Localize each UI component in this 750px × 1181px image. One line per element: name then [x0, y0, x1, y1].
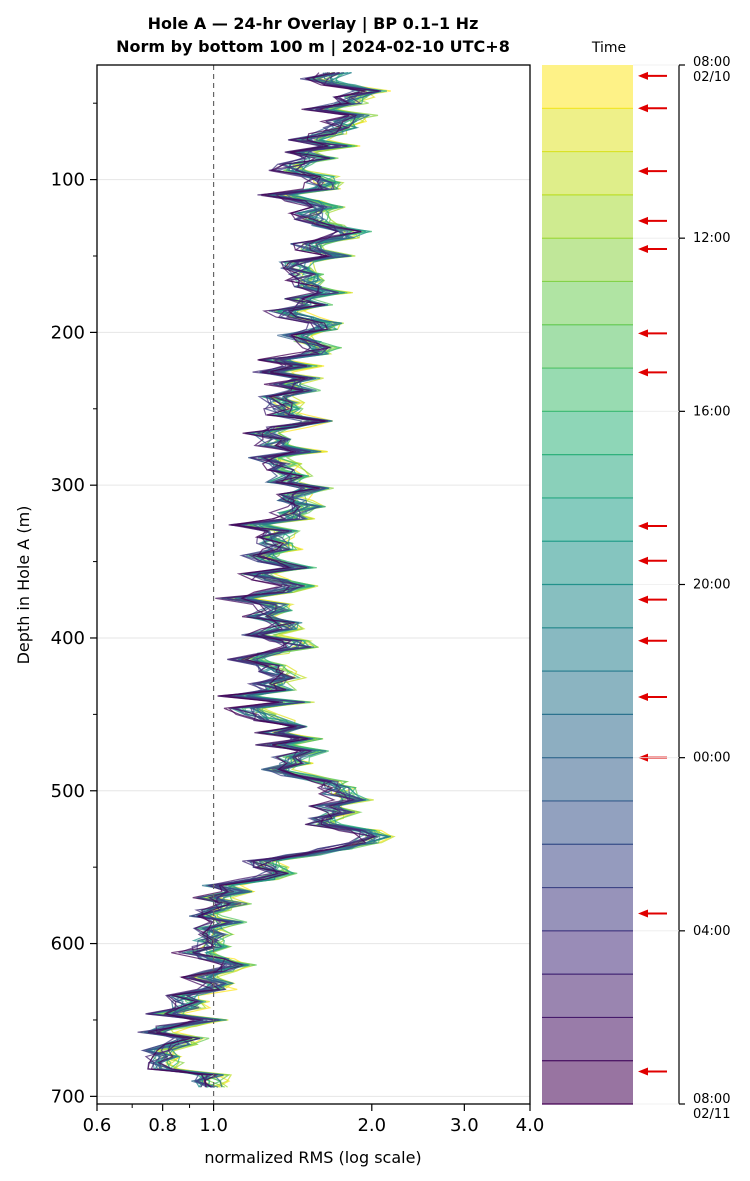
- time-tick-date: 02/10: [693, 70, 730, 85]
- colorbar-segment: [542, 844, 633, 889]
- x-axis-label: normalized RMS (log scale): [204, 1148, 421, 1167]
- x-tick-label: 3.0: [450, 1115, 479, 1136]
- colorbar-segment: [542, 930, 633, 975]
- time-axis: 08:0002/1012:0016:0020:0000:0004:0008:00…: [633, 55, 730, 1122]
- colorbar-segment: [542, 65, 633, 109]
- colorbar-segment: [542, 1017, 633, 1062]
- x-axis: 0.6 0.8 1.0 2.0 3.0 4.0: [83, 1104, 545, 1136]
- series-line: [144, 72, 378, 1088]
- time-tick-label: 16:00: [693, 404, 730, 419]
- series-line: [147, 72, 367, 1088]
- colorbar-segment: [542, 757, 633, 802]
- time-tick-label: 08:00: [693, 1092, 730, 1107]
- event-arrow-head: [638, 167, 648, 176]
- colorbar-segment: [542, 411, 633, 456]
- colorbar-segment: [542, 627, 633, 672]
- y-tick-label: 300: [51, 475, 85, 496]
- event-arrows: [638, 71, 667, 1076]
- event-arrow-head: [638, 522, 648, 531]
- colorbar-segment: [542, 974, 633, 1018]
- colorbar-segment: [542, 497, 633, 542]
- colorbar-segment: [542, 238, 633, 282]
- y-axis: 100 200 300 400 500 600 700: [51, 102, 97, 1107]
- colorbar-segment: [542, 324, 633, 369]
- x-tick-label: 1.0: [199, 1115, 228, 1136]
- colorbar: [542, 65, 633, 1105]
- y-tick-label: 400: [51, 628, 85, 649]
- event-arrow-head: [638, 636, 648, 645]
- x-tick-label: 4.0: [516, 1115, 545, 1136]
- time-tick-label: 08:00: [693, 55, 730, 70]
- y-tick-label: 700: [51, 1086, 85, 1107]
- colorbar-segment: [542, 108, 633, 153]
- event-arrow-head: [638, 556, 648, 565]
- x-tick-label: 0.6: [83, 1115, 112, 1136]
- colorbar-segment: [542, 714, 633, 759]
- colorbar-segment: [542, 368, 633, 412]
- y-tick-label: 500: [51, 781, 85, 802]
- event-arrow-head: [638, 71, 648, 80]
- event-arrow-head: [638, 1067, 648, 1076]
- chart-title: Hole A — 24-hr Overlay | BP 0.1–1 Hz: [148, 14, 479, 34]
- y-tick-label: 100: [51, 170, 85, 191]
- colorbar-segment: [542, 671, 633, 715]
- colorbar-segment: [542, 800, 633, 845]
- x-tick-label: 2.0: [357, 1115, 386, 1136]
- y-tick-label: 200: [51, 322, 85, 343]
- plot-frame: [96, 64, 531, 1105]
- time-tick-label: 12:00: [693, 231, 730, 246]
- event-arrow-head: [638, 368, 648, 377]
- event-arrow-head: [638, 329, 648, 338]
- event-arrow-head: [638, 104, 648, 113]
- colorbar-segment: [542, 454, 633, 499]
- event-arrow-head: [638, 595, 648, 604]
- colorbar-segment: [542, 151, 633, 196]
- time-tick-date: 02/11: [693, 1107, 730, 1122]
- colorbar-segment: [542, 281, 633, 326]
- colorbar-segment: [542, 541, 633, 585]
- colorbar-label: Time: [591, 40, 626, 56]
- series-line: [148, 72, 382, 1088]
- event-arrow-head: [638, 693, 648, 702]
- series-line: [147, 72, 391, 1088]
- colorbar-segment: [542, 194, 633, 239]
- time-tick-label: 20:00: [693, 578, 730, 593]
- event-arrow-head: [638, 216, 648, 225]
- colorbar-segment: [542, 887, 633, 932]
- y-tick-label: 600: [51, 934, 85, 955]
- event-arrow-head: [638, 244, 648, 253]
- series-lines: [137, 72, 396, 1088]
- colorbar-segment: [542, 584, 633, 629]
- series-line: [137, 72, 379, 1088]
- y-axis-label: Depth in Hole A (m): [14, 506, 33, 665]
- colorbar-segment: [542, 1060, 633, 1105]
- x-tick-label: 0.8: [148, 1115, 177, 1136]
- time-tick-label: 00:00: [693, 751, 730, 766]
- time-tick-label: 04:00: [693, 924, 730, 939]
- event-arrow-head: [638, 909, 648, 918]
- chart-subtitle: Norm by bottom 100 m | 2024-02-10 UTC+8: [116, 37, 510, 57]
